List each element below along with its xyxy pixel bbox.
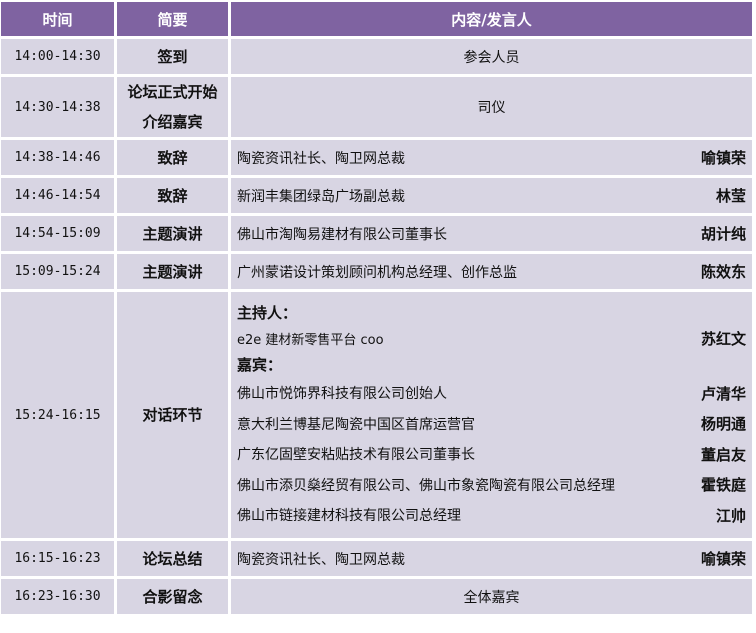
table-row: 16:15-16:23 论坛总结 陶瓷资讯社长、陶卫网总裁 喻镇荣 xyxy=(1,541,752,576)
summary-cell: 论坛正式开始 介绍嘉宾 xyxy=(117,77,228,137)
content-cell: 佛山市淘陶易建材有限公司董事长 胡计纯 xyxy=(231,216,752,251)
time-cell: 15:24-16:15 xyxy=(1,292,114,538)
time-cell: 16:23-16:30 xyxy=(1,579,114,614)
speaker-name: 林莹 xyxy=(715,187,746,205)
content-cell: 司仪 xyxy=(231,77,752,137)
speaker-name: 董启友 xyxy=(700,445,746,464)
table-row: 16:23-16:30 合影留念 全体嘉宾 xyxy=(1,579,752,614)
role-text: e2e 建材新零售平台 coo xyxy=(237,333,384,349)
summary-cell: 致辞 xyxy=(117,140,228,175)
speaker-name: 陈效东 xyxy=(700,263,746,281)
speaker-name: 霍铁庭 xyxy=(700,476,746,494)
table-row: 14:46-14:54 致辞 新润丰集团绿岛广场副总裁 林莹 xyxy=(1,178,752,213)
header-summary: 简要 xyxy=(117,2,228,36)
agenda-table: 时间 简要 内容/发言人 14:00-14:30 签到 参会人员 14:30-1… xyxy=(1,2,752,614)
header-row: 时间 简要 内容/发言人 xyxy=(1,2,752,36)
summary-line: 论坛正式开始 xyxy=(127,83,218,101)
speaker-name: 苏红文 xyxy=(700,330,746,349)
role-text: 陶瓷资讯社长、陶卫网总裁 xyxy=(237,551,405,568)
time-cell: 14:00-14:30 xyxy=(1,39,114,74)
role-text: 佛山市添贝燊经贸有限公司、佛山市象瓷陶瓷有限公司总经理 xyxy=(237,477,615,494)
summary-line: 介绍嘉宾 xyxy=(142,113,203,131)
speaker-name: 杨明通 xyxy=(700,415,746,433)
summary-cell: 合影留念 xyxy=(117,579,228,614)
speaker-name: 卢清华 xyxy=(700,384,746,403)
role-text: 佛山市链接建材科技有限公司总经理 xyxy=(237,508,461,524)
content-cell: 广州蒙诺设计策划顾问机构总经理、创作总监 陈效东 xyxy=(231,254,752,289)
role-text: 意大利兰博基尼陶瓷中国区首席运营官 xyxy=(237,416,475,433)
content-cell: 参会人员 xyxy=(231,39,752,74)
header-time: 时间 xyxy=(1,2,114,36)
summary-cell: 主题演讲 xyxy=(117,254,228,289)
table-row: 14:54-15:09 主题演讲 佛山市淘陶易建材有限公司董事长 胡计纯 xyxy=(1,216,752,251)
table-row: 15:09-15:24 主题演讲 广州蒙诺设计策划顾问机构总经理、创作总监 陈效东 xyxy=(1,254,752,289)
speaker-name: 胡计纯 xyxy=(700,225,746,243)
speaker-name: 江帅 xyxy=(715,506,746,525)
content-cell: 全体嘉宾 xyxy=(231,579,752,614)
table-row: 14:00-14:30 签到 参会人员 xyxy=(1,39,752,74)
summary-cell: 致辞 xyxy=(117,178,228,213)
content-cell: 主持人： e2e 建材新零售平台 coo 苏红文 嘉宾： 佛山市悦饰界科技有限公司… xyxy=(231,292,752,538)
content-cell: 新润丰集团绿岛广场副总裁 林莹 xyxy=(231,178,752,213)
role-text: 佛山市悦饰界科技有限公司创始人 xyxy=(237,386,447,402)
header-content: 内容/发言人 xyxy=(231,2,752,36)
summary-cell: 主题演讲 xyxy=(117,216,228,251)
summary-cell: 论坛总结 xyxy=(117,541,228,576)
speaker-name: 喻镇荣 xyxy=(700,550,746,568)
time-cell: 14:30-14:38 xyxy=(1,77,114,137)
time-cell: 14:54-15:09 xyxy=(1,216,114,251)
content-cell: 陶瓷资讯社长、陶卫网总裁 喻镇荣 xyxy=(231,140,752,175)
summary-cell: 对话环节 xyxy=(117,292,228,538)
role-text: 陶瓷资讯社长、陶卫网总裁 xyxy=(237,150,405,167)
summary-cell: 签到 xyxy=(117,39,228,74)
role-text: 新润丰集团绿岛广场副总裁 xyxy=(237,188,405,205)
role-text: 广东亿固壁安粘贴技术有限公司董事长 xyxy=(237,447,475,463)
content-cell: 陶瓷资讯社长、陶卫网总裁 喻镇荣 xyxy=(231,541,752,576)
role-text: 广州蒙诺设计策划顾问机构总经理、创作总监 xyxy=(237,264,517,281)
time-cell: 14:38-14:46 xyxy=(1,140,114,175)
table-row: 14:30-14:38 论坛正式开始 介绍嘉宾 司仪 xyxy=(1,77,752,137)
role-text: 佛山市淘陶易建材有限公司董事长 xyxy=(237,226,447,243)
speaker-name: 喻镇荣 xyxy=(700,149,746,167)
host-label: 主持人： xyxy=(237,303,298,322)
guest-label: 嘉宾： xyxy=(237,355,283,374)
time-cell: 15:09-15:24 xyxy=(1,254,114,289)
table-row: 14:38-14:46 致辞 陶瓷资讯社长、陶卫网总裁 喻镇荣 xyxy=(1,140,752,175)
time-cell: 16:15-16:23 xyxy=(1,541,114,576)
table-row: 15:24-16:15 对话环节 主持人： e2e 建材新零售平台 coo 苏红文… xyxy=(1,292,752,538)
time-cell: 14:46-14:54 xyxy=(1,178,114,213)
